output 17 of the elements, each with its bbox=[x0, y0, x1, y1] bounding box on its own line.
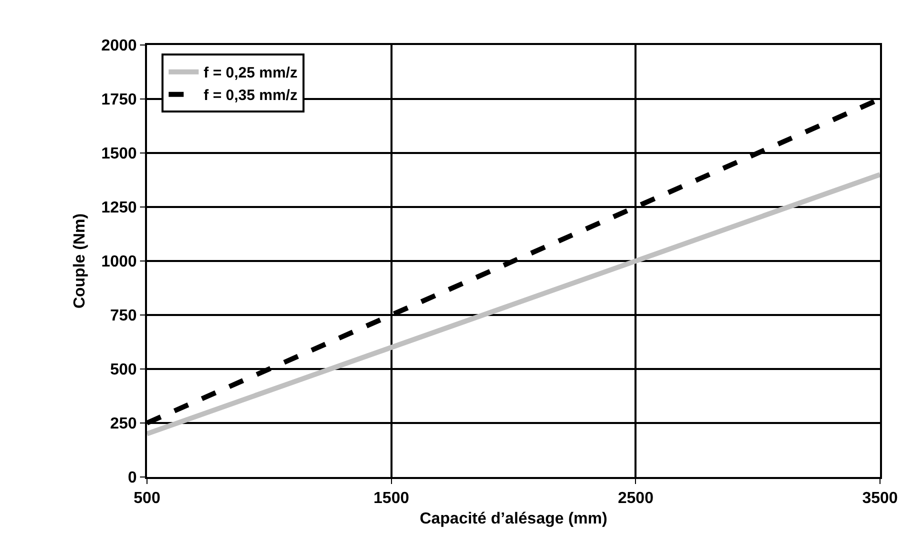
y-axis-title: Couple (Nm) bbox=[72, 213, 89, 309]
y-tick-label: 2000 bbox=[101, 38, 137, 55]
x-tick-label: 1500 bbox=[374, 490, 410, 508]
y-tick-label: 750 bbox=[110, 308, 137, 325]
legend-label: f = 0,25 mm/z bbox=[204, 64, 298, 82]
legend-label: f = 0,35 mm/z bbox=[204, 87, 298, 104]
x-tick-label: 3500 bbox=[862, 490, 898, 508]
x-tick-label: 2500 bbox=[618, 490, 654, 508]
y-tick-label: 1500 bbox=[101, 146, 137, 163]
y-tick-label: 1750 bbox=[101, 92, 137, 109]
y-tick-label: 0 bbox=[128, 470, 137, 487]
x-axis-title: Capacité d’alésage (mm) bbox=[420, 510, 608, 528]
x-tick-label: 500 bbox=[134, 490, 160, 508]
y-tick-label: 1250 bbox=[101, 200, 137, 217]
y-tick-label: 250 bbox=[110, 416, 137, 433]
y-tick-label: 500 bbox=[110, 362, 137, 379]
y-tick-label: 1000 bbox=[101, 254, 137, 271]
